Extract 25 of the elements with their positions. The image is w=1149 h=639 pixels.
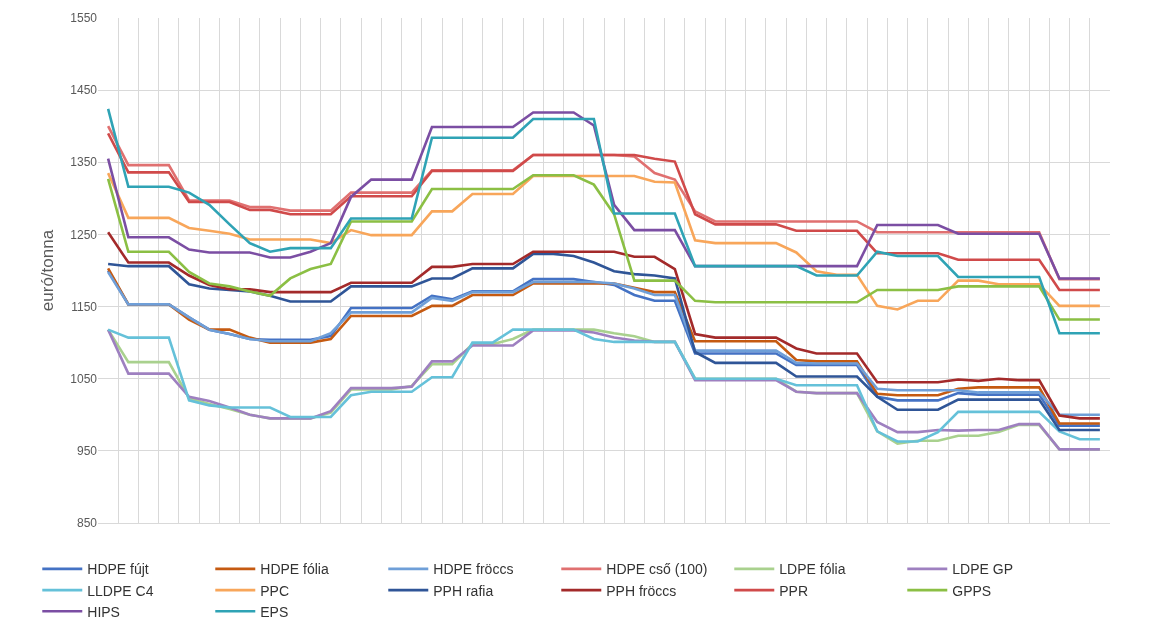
line-series [106,230,1102,420]
legend-label: PPH fröccs [606,582,677,599]
legend-label: LDPE fólia [779,561,846,578]
y-tick-label: 1250 [70,227,98,242]
y-axis-title: euró/tonna [37,229,57,312]
legend-label: PPC [260,582,290,599]
y-tick-label: 950 [76,444,98,459]
legend-label: GPPS [952,582,992,599]
legend-label: HDPE fújt [87,561,149,578]
legend-label: HDPE fröccs [433,561,514,578]
legend-label: LDPE GP [952,561,1013,578]
legend-label: EPS [260,603,289,620]
legend-label: HDPE cső (100) [606,561,708,578]
y-tick-label: 1350 [70,155,98,170]
legend-label: HDPE fólia [260,561,329,578]
y-tick-label: 1050 [70,371,98,386]
legend-label: PPR [779,582,809,599]
y-tick-label: 1550 [70,11,98,26]
line-series [106,107,1102,335]
y-tick-label: 850 [76,516,98,531]
legend-label: HIPS [87,603,120,620]
y-tick-label: 1150 [71,299,98,314]
y-tick-label: 1450 [70,83,98,98]
legend-label: PPH rafia [433,582,494,599]
legend-label: LLDPE C4 [87,582,154,599]
